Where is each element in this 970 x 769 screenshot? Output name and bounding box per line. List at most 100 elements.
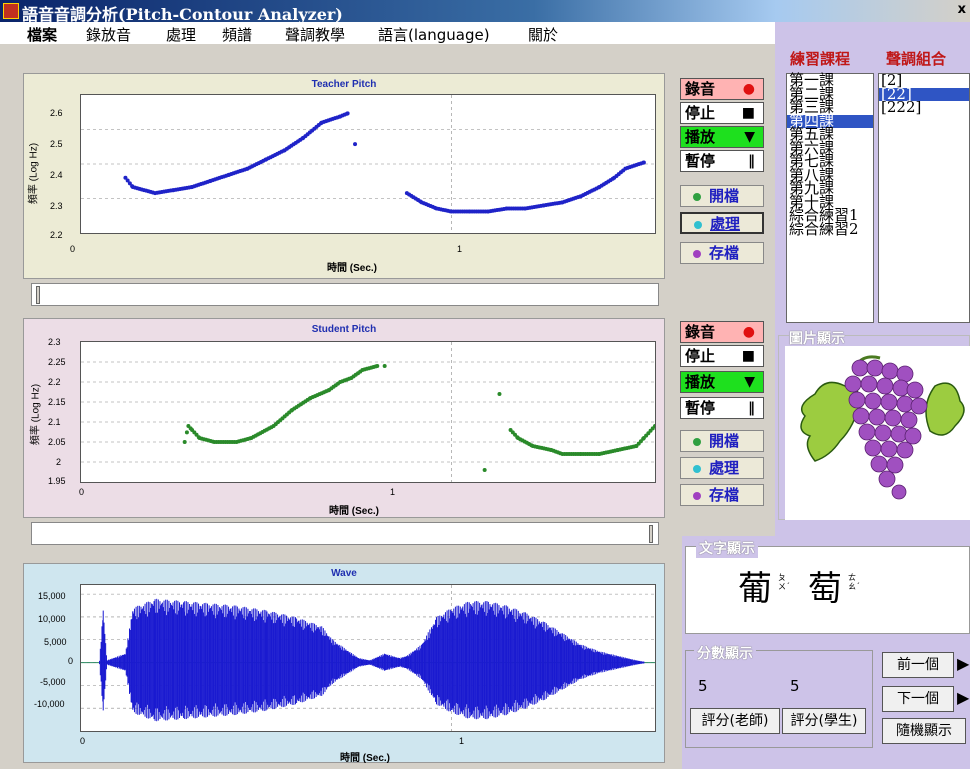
pitch-point	[123, 175, 128, 180]
lesson-item-selected[interactable]: 第四課	[787, 113, 873, 128]
wave-ytick: -5,000	[40, 677, 66, 687]
random-button[interactable]: 隨機顯示	[882, 718, 966, 744]
next-button[interactable]: 下一個	[882, 686, 954, 712]
lesson-item[interactable]: 第七課	[789, 152, 835, 170]
teacher-score-button[interactable]: 評分(老師)	[690, 708, 780, 734]
stop-icon: ■	[741, 105, 755, 121]
pause-icon: ‖	[748, 400, 755, 416]
lesson-item[interactable]: 綜合練習1	[789, 206, 859, 224]
student-record-button[interactable]: 錄音 ●	[680, 321, 764, 343]
lesson-list[interactable]: 第一課 第二課 第三課 第四課 第五課 第六課 第七課 第八課 第九課 第十課 …	[786, 73, 874, 323]
pitch-point	[184, 430, 189, 435]
save-icon	[693, 250, 701, 258]
teacher-time-slider[interactable]	[31, 283, 659, 306]
teacher-stop-button[interactable]: 停止 ■	[680, 102, 764, 124]
teacher-pause-button[interactable]: 暫停 ‖	[680, 150, 764, 172]
prev-button[interactable]: 前一個	[882, 652, 954, 678]
display-char: 葡	[738, 569, 772, 609]
app-icon	[3, 3, 19, 19]
lesson-item[interactable]: 第一課	[789, 71, 835, 89]
record-label: 錄音	[685, 323, 716, 341]
slider-thumb[interactable]	[36, 286, 40, 304]
menu-file[interactable]: 檔案	[27, 26, 58, 44]
play-label: 播放	[685, 373, 716, 391]
student-chart-title: Student Pitch	[311, 324, 377, 335]
lesson-item[interactable]: 第二課	[789, 84, 835, 103]
play-label: 播放	[685, 128, 716, 146]
student-pause-button[interactable]: 暫停 ‖	[680, 397, 764, 419]
stop-label: 停止	[685, 104, 716, 122]
student-stop-button[interactable]: 停止 ■	[680, 345, 764, 367]
menu-bar: 檔案 錄放音 處理 頻譜 聲調教學 語言(language) 關於	[0, 22, 775, 44]
student-ytick: 2	[56, 457, 62, 467]
pitch-point	[482, 468, 487, 472]
student-open-button[interactable]: 開檔	[680, 430, 764, 452]
wave-ytick: 15,000	[38, 591, 66, 601]
wave-xlabel: 時間 (Sec.)	[340, 753, 391, 764]
teacher-pitch-chart	[81, 95, 655, 233]
teacher-plot-area	[80, 94, 656, 234]
teacher-record-button[interactable]: 錄音 ●	[680, 78, 764, 100]
pitch-point	[127, 181, 132, 186]
process-label: 處理	[709, 459, 740, 477]
lesson-item[interactable]: 第九課	[789, 179, 835, 197]
pitch-point	[182, 440, 187, 444]
text-display-box: 葡 ㄆㄨˊ 萄 ㄊㄠˊ	[685, 546, 970, 634]
pitch-point	[125, 178, 130, 183]
student-ytick: 2.25	[48, 357, 66, 367]
student-play-button[interactable]: 播放 ▼	[680, 371, 764, 393]
teacher-play-button[interactable]: 播放 ▼	[680, 126, 764, 148]
menu-record-play[interactable]: 錄放音	[86, 26, 132, 44]
teacher-pitch-panel: Teacher Pitch 2.6 2.5 2.4 2.3 2.2 0 1 時間…	[23, 73, 665, 279]
pitch-point	[382, 364, 387, 368]
open-label: 開檔	[709, 187, 740, 205]
lesson-item[interactable]: 第八課	[789, 165, 835, 184]
wave-plot-area	[80, 584, 656, 732]
lesson-item[interactable]: 第六課	[789, 138, 835, 157]
menu-language[interactable]: 語言(language)	[378, 26, 490, 44]
lesson-item[interactable]: 綜合練習2	[789, 219, 859, 238]
app-title: 語音音調分析(Pitch-Contour Analyzer)	[22, 5, 343, 24]
tone-group-list[interactable]: [2] [22] [222]	[878, 73, 970, 323]
student-time-slider[interactable]	[31, 522, 659, 545]
play-icon: ▼	[744, 374, 755, 390]
slider-thumb[interactable]	[649, 525, 653, 543]
wave-ytick: -10,000	[34, 699, 65, 709]
teacher-ylabel: 頻率 (Log Hz)	[28, 142, 40, 205]
lesson-item[interactable]: 第五課	[789, 125, 835, 143]
teacher-xtick: 0	[70, 244, 76, 254]
wave-ytick: 10,000	[38, 614, 66, 624]
menu-spectrum[interactable]: 頻譜	[222, 26, 253, 44]
text-display-header: 文字顯示	[696, 538, 758, 558]
student-ytick: 2.2	[48, 377, 61, 387]
tone-groups-header: 聲調組合	[886, 50, 947, 68]
wave-chart	[81, 585, 655, 731]
teacher-save-button[interactable]: 存檔	[680, 242, 764, 264]
stop-icon: ■	[741, 348, 755, 364]
student-ylabel: 頻率 (Log Hz)	[30, 383, 42, 446]
close-button[interactable]: x	[957, 2, 966, 17]
lesson-item[interactable]: 第十課	[789, 192, 835, 211]
picture-frame	[785, 346, 970, 520]
teacher-process-button[interactable]: 處理	[680, 212, 764, 234]
save-icon	[693, 492, 701, 500]
menu-process[interactable]: 處理	[166, 26, 197, 44]
pause-label: 暫停	[685, 152, 716, 170]
teacher-chart-title: Teacher Pitch	[311, 79, 377, 90]
wave-xtick: 0	[80, 736, 86, 746]
menu-about[interactable]: 關於	[528, 26, 559, 44]
student-ytick: 2.05	[48, 437, 66, 447]
student-save-button[interactable]: 存檔	[680, 484, 764, 506]
tone-group-item-selected[interactable]: [22]	[879, 86, 969, 101]
tone-group-item[interactable]: [2]	[881, 71, 903, 89]
wave-xtick: 1	[459, 736, 465, 746]
student-pitch-panel: Student Pitch 2.3 2.25 2.2 2.15 2.1 2.05…	[23, 318, 665, 518]
student-score-button[interactable]: 評分(學生)	[782, 708, 866, 734]
menu-tone-teaching[interactable]: 聲調教學	[285, 26, 346, 44]
student-process-button[interactable]: 處理	[680, 457, 764, 479]
text-display-group: 葡 ㄆㄨˊ 萄 ㄊㄠˊ 文字顯示	[682, 536, 970, 636]
pitch-point	[353, 142, 358, 147]
lesson-item[interactable]: 第三課	[789, 98, 835, 116]
teacher-open-button[interactable]: 開檔	[680, 185, 764, 207]
tone-group-item[interactable]: [222]	[881, 98, 922, 116]
